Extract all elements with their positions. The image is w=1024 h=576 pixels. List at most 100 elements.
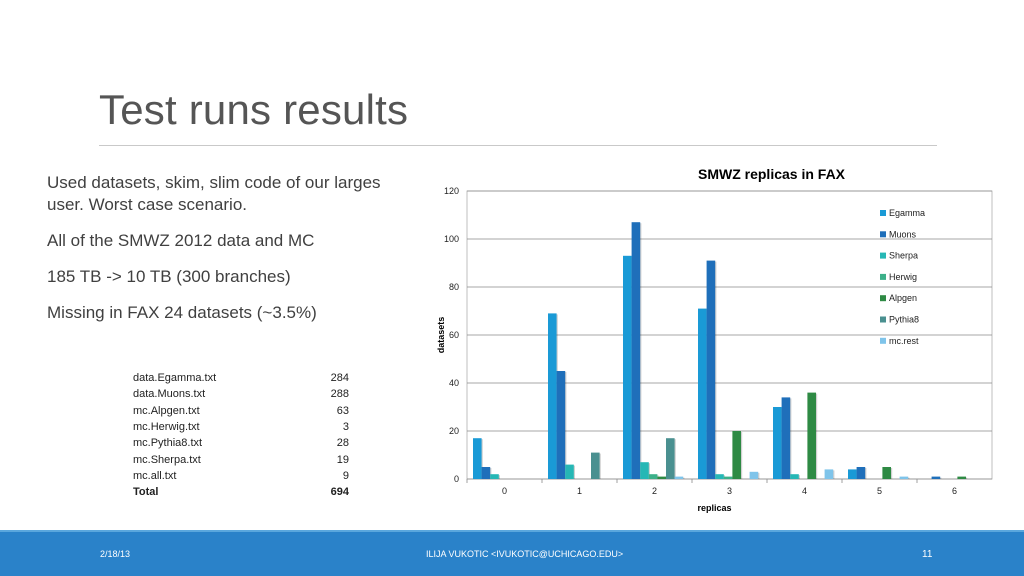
x-tick-label: 6 bbox=[952, 486, 957, 496]
legend-swatch bbox=[880, 273, 886, 280]
bullet-item: Used datasets, skim, slim code of our la… bbox=[47, 173, 381, 214]
dataset-name: data.Muons.txt bbox=[133, 388, 206, 401]
y-tick-label: 100 bbox=[444, 234, 459, 244]
bar bbox=[565, 464, 574, 479]
x-tick-label: 5 bbox=[877, 486, 882, 496]
dataset-name: data.Egamma.txt bbox=[133, 372, 217, 385]
total-count: 694 bbox=[330, 486, 349, 499]
slide-title: Test runs results bbox=[99, 86, 409, 133]
y-tick-label: 20 bbox=[449, 426, 459, 436]
legend-label: Muons bbox=[889, 229, 917, 239]
bar bbox=[556, 371, 566, 479]
footer-author: ILIJA VUKOTIC <IVUKOTIC@UCHICAGO.EDU> bbox=[426, 549, 624, 559]
bar bbox=[781, 397, 791, 479]
legend-label: Sherpa bbox=[889, 251, 918, 261]
dataset-name: mc.Pythia8.txt bbox=[133, 437, 203, 450]
table-total-row: Total 694 bbox=[130, 484, 352, 500]
bar bbox=[548, 313, 557, 479]
bar bbox=[623, 255, 632, 479]
title-divider bbox=[99, 145, 937, 146]
footer-date: 2/18/13 bbox=[100, 549, 131, 559]
dataset-name: mc.Sherpa.txt bbox=[133, 453, 201, 466]
dataset-count: 3 bbox=[342, 421, 349, 434]
bar bbox=[666, 438, 675, 479]
bar bbox=[856, 467, 866, 479]
bar bbox=[773, 407, 782, 479]
legend-label: Egamma bbox=[889, 208, 925, 218]
bar bbox=[957, 476, 966, 479]
bar bbox=[490, 474, 499, 479]
slide-footer: 2/18/13 ILIJA VUKOTIC <IVUKOTIC@UCHICAGO… bbox=[0, 532, 1024, 576]
chart-title: SMWZ replicas in FAX bbox=[698, 166, 846, 182]
legend-swatch bbox=[880, 337, 886, 344]
total-label: Total bbox=[133, 486, 159, 499]
bar bbox=[899, 476, 909, 479]
bar bbox=[640, 462, 649, 479]
dataset-count-table: data.Egamma.txt 284 data.Muons.txt 288 m… bbox=[130, 370, 352, 500]
bar bbox=[473, 438, 482, 479]
x-axis-label: replicas bbox=[697, 503, 731, 513]
table-row: data.Muons.txt 288 bbox=[130, 386, 352, 402]
table-row: mc.Sherpa.txt 19 bbox=[130, 451, 352, 467]
table-row: mc.Alpgen.txt 63 bbox=[130, 403, 352, 419]
legend-label: Alpgen bbox=[889, 293, 917, 303]
x-tick-label: 4 bbox=[802, 486, 807, 496]
bar bbox=[931, 476, 941, 479]
dataset-name: mc.all.txt bbox=[133, 469, 177, 482]
table-row: mc.Pythia8.txt 28 bbox=[130, 435, 352, 451]
legend-swatch bbox=[880, 210, 886, 216]
legend-label: Pythia8 bbox=[889, 315, 919, 325]
dataset-count: 288 bbox=[330, 388, 349, 401]
bullet-item: 185 TB -> 10 TB (300 branches) bbox=[47, 267, 291, 286]
y-tick-label: 0 bbox=[454, 474, 459, 484]
bar bbox=[882, 467, 891, 479]
legend-swatch bbox=[880, 316, 886, 323]
legend-label: Herwig bbox=[889, 272, 917, 282]
bar bbox=[698, 308, 707, 479]
x-tick-label: 2 bbox=[652, 486, 657, 496]
table-row: mc.Herwig.txt 3 bbox=[130, 419, 352, 435]
dataset-count: 63 bbox=[336, 404, 349, 417]
y-tick-label: 40 bbox=[449, 378, 459, 388]
table-row: data.Egamma.txt 284 bbox=[130, 370, 352, 386]
bar bbox=[732, 431, 741, 479]
dataset-count: 9 bbox=[342, 469, 349, 482]
dataset-count: 19 bbox=[336, 453, 349, 466]
dataset-name: mc.Herwig.txt bbox=[133, 421, 200, 434]
bar bbox=[824, 469, 834, 479]
x-tick-label: 1 bbox=[577, 486, 582, 496]
footer-divider bbox=[0, 530, 1024, 532]
bar bbox=[723, 476, 733, 479]
bullet-item: All of the SMWZ 2012 data and MC bbox=[47, 231, 315, 250]
bar bbox=[481, 467, 491, 479]
bar bbox=[657, 476, 666, 479]
y-tick-label: 80 bbox=[449, 282, 459, 292]
bar bbox=[848, 469, 857, 479]
bar bbox=[715, 474, 724, 479]
dataset-count: 284 bbox=[330, 372, 349, 385]
bar bbox=[631, 222, 641, 479]
legend-swatch bbox=[880, 295, 886, 302]
bar bbox=[674, 476, 684, 479]
y-axis-label: datasets bbox=[436, 317, 446, 354]
bar bbox=[706, 260, 716, 479]
legend-swatch bbox=[880, 231, 886, 238]
dataset-name: mc.Alpgen.txt bbox=[133, 404, 200, 417]
bar bbox=[749, 471, 759, 479]
dataset-count: 28 bbox=[336, 437, 349, 450]
bar bbox=[591, 452, 600, 479]
bar bbox=[807, 392, 816, 479]
table-row: mc.all.txt 9 bbox=[130, 468, 352, 484]
legend-label: mc.rest bbox=[889, 336, 919, 346]
bullet-list: Used datasets, skim, slim code of our la… bbox=[47, 172, 387, 338]
legend-swatch bbox=[880, 252, 886, 259]
bar bbox=[648, 474, 658, 479]
x-tick-label: 3 bbox=[727, 486, 732, 496]
y-tick-label: 120 bbox=[444, 186, 459, 196]
x-tick-label: 0 bbox=[502, 486, 507, 496]
bullet-item: Missing in FAX 24 datasets (~3.5%) bbox=[47, 303, 317, 322]
y-tick-label: 60 bbox=[449, 330, 459, 340]
footer-page-number: 11 bbox=[922, 549, 933, 560]
bar bbox=[790, 474, 799, 479]
